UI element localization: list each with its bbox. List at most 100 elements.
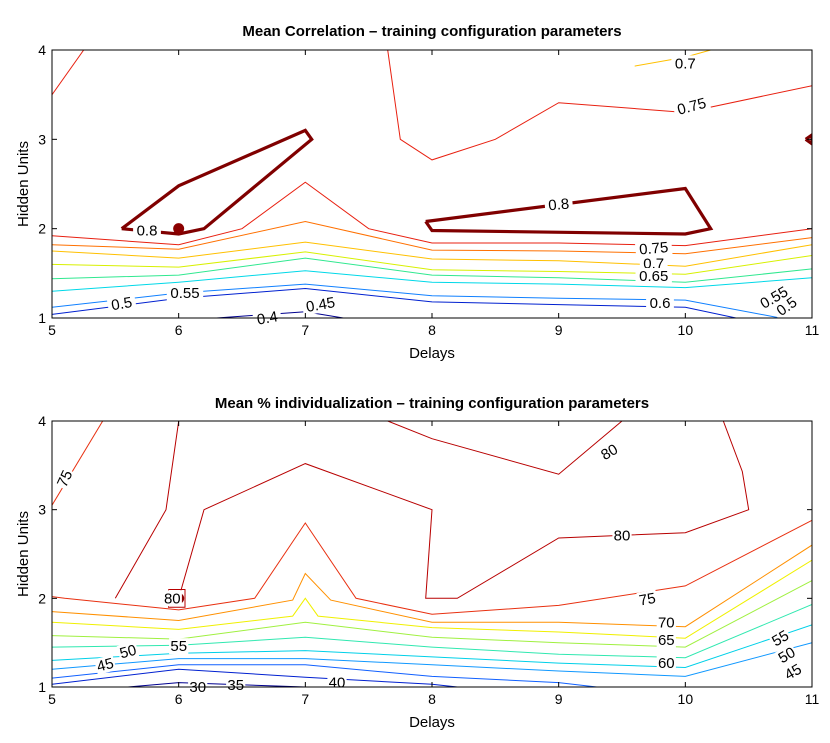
- x-tick-label: 10: [678, 691, 694, 707]
- x-tick-label: 11: [805, 322, 820, 338]
- x-tick-label: 7: [301, 322, 309, 338]
- contour-label: 0.65: [635, 268, 672, 285]
- y-tick-label: 4: [38, 42, 46, 58]
- contour-line-45-0: [52, 642, 812, 677]
- contour-label-text: 35: [227, 677, 244, 694]
- contour-label-text: 45: [782, 661, 805, 684]
- contour-line-0.55-0: [52, 270, 812, 292]
- contour-line-55-0: [52, 604, 812, 659]
- y-tick-label: 1: [38, 310, 46, 326]
- contour-label: 60: [656, 655, 676, 672]
- contour-label: 35: [226, 677, 246, 694]
- y-tick-label: 4: [38, 413, 46, 429]
- contour-label-text: 55: [170, 638, 187, 655]
- y-axis-label-individualization: Hidden Units: [15, 511, 32, 597]
- y-axis-label-correlation: Hidden Units: [15, 141, 32, 227]
- contour-label: 75: [636, 589, 659, 610]
- contour-label-text: 40: [329, 675, 346, 692]
- contour-label-text: 80: [614, 527, 631, 544]
- contour-line-50-0: [52, 624, 812, 669]
- contour-line-80-1: [178, 421, 750, 599]
- x-tick-label: 5: [48, 322, 56, 338]
- contour-label-text: 75: [638, 590, 657, 610]
- contour-lines: [52, 50, 812, 318]
- contour-label: 75: [53, 466, 76, 491]
- x-tick-label: 8: [428, 322, 436, 338]
- chart-title-correlation: Mean Correlation – training configuratio…: [242, 23, 621, 40]
- chart-title-individualization: Mean % individualization – training conf…: [215, 395, 649, 412]
- contour-label-text: 65: [658, 632, 675, 649]
- contour-label: 80: [162, 590, 182, 607]
- contour-label-text: 50: [775, 644, 798, 667]
- contour-line-70-0: [52, 544, 812, 628]
- contour-label: 0.6: [646, 294, 674, 312]
- x-tick-label: 11: [805, 691, 820, 707]
- contour-label-text: 0.55: [170, 285, 199, 302]
- contour-label: 0.8: [544, 195, 574, 214]
- contour-label: 70: [656, 614, 676, 631]
- contour-label-text: 60: [658, 655, 675, 672]
- contour-line-75-0: [52, 519, 812, 615]
- contour-line-30-0: [127, 682, 306, 687]
- y-tick-label: 3: [38, 131, 46, 147]
- contour-label: 0.75: [634, 238, 673, 259]
- contour-line-80-2: [387, 421, 623, 475]
- contour-line-0.65-0: [52, 251, 812, 275]
- contour-label-text: 55: [769, 627, 792, 650]
- x-tick-label: 10: [678, 322, 694, 338]
- contour-line-65-0: [52, 559, 812, 639]
- contour-line-0.45-0: [52, 287, 737, 318]
- contour-label: 0.7: [671, 55, 700, 72]
- contour-label: 45: [93, 654, 117, 676]
- contour-line-40-0: [52, 664, 597, 687]
- contour-label: 40: [327, 674, 347, 692]
- contour-line-80-0: [114, 421, 180, 599]
- x-tick-label: 6: [175, 322, 183, 338]
- contour-line-0.8-1: [424, 186, 714, 236]
- contour-label: 50: [116, 641, 140, 663]
- contour-label-text: 0.7: [675, 55, 696, 72]
- contour-label: 50: [774, 643, 800, 667]
- contour-label: 0.5: [106, 293, 137, 314]
- contour-line-75-1: [52, 421, 104, 506]
- y-tick-label: 3: [38, 502, 46, 518]
- x-tick-label: 9: [555, 691, 563, 707]
- correlation-contour-panel: Mean Correlation – training configuratio…: [15, 23, 819, 362]
- contour-line-35-0: [52, 668, 458, 687]
- contour-label-text: 70: [658, 614, 675, 631]
- y-tick-label: 2: [38, 590, 46, 606]
- x-tick-label: 5: [48, 691, 56, 707]
- contour-label: 45: [780, 660, 806, 684]
- contour-label: 80: [596, 440, 622, 464]
- contour-label: 0.55: [166, 285, 204, 302]
- contour-label: 0.45: [301, 293, 340, 316]
- x-axis-label-individualization: Delays: [409, 714, 455, 731]
- contour-label: 55: [169, 638, 189, 655]
- contour-label: 0.75: [672, 93, 712, 119]
- contour-line-0.75b-1: [387, 50, 812, 161]
- contour-label-text: 80: [598, 441, 621, 464]
- x-tick-label: 6: [175, 691, 183, 707]
- plot-frame: [51, 49, 813, 319]
- contour-line-0.75-0: [52, 220, 812, 255]
- contour-label-text: 0.5: [110, 294, 133, 314]
- contour-lines: [52, 421, 812, 687]
- max-marker: [173, 223, 185, 235]
- y-tick-label: 1: [38, 679, 46, 695]
- contour-label: 0.5: [770, 291, 803, 321]
- x-tick-label: 9: [555, 322, 563, 338]
- contour-label: 0.8: [133, 222, 161, 240]
- contour-label-text: 0.75: [638, 239, 669, 258]
- contour-line-0.75b-2: [52, 50, 85, 95]
- contour-label-text: 75: [54, 468, 76, 490]
- contour-label-text: 0.8: [137, 223, 158, 240]
- y-tick-label: 2: [38, 221, 46, 237]
- contour-line-0.75b-0: [52, 181, 812, 247]
- correlation-plot-area: 0.70.750.80.80.750.70.650.60.550.5 0.450.…: [38, 42, 819, 338]
- contour-label-text: 50: [118, 642, 139, 663]
- contour-label-text: 0.45: [305, 294, 337, 316]
- contour-label-text: 0.75: [676, 95, 709, 119]
- contour-line-0.6-0: [52, 257, 812, 283]
